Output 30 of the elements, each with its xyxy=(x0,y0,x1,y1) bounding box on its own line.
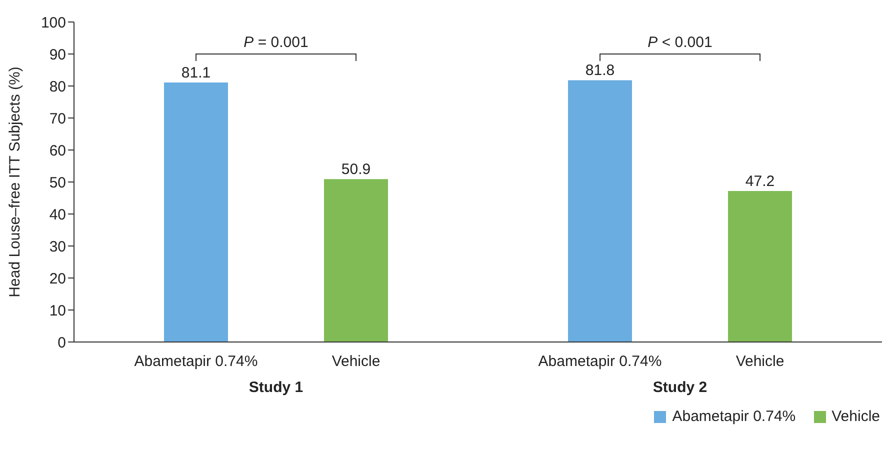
y-tick-label: 10 xyxy=(49,302,66,320)
y-axis-title: Head Louse–free ITT Subjects (%) xyxy=(6,66,24,298)
y-tick-label: 50 xyxy=(49,174,66,192)
data-label: 50.9 xyxy=(341,161,371,178)
data-label: 81.1 xyxy=(181,64,211,82)
legend-label: Abametapir 0.74% xyxy=(672,408,796,425)
bar xyxy=(164,82,228,342)
annotation: P < 0.001 xyxy=(648,34,712,51)
y-tick-label: 0 xyxy=(58,334,66,352)
y-tick-label: 20 xyxy=(49,270,66,288)
text: Vehicle xyxy=(332,353,380,370)
y-tick-label: 100 xyxy=(40,14,66,32)
y-tick-label: 90 xyxy=(49,46,66,64)
x-tick-label: Study 2 xyxy=(652,379,708,396)
legend-label: Vehicle xyxy=(832,408,880,425)
text: Abametapir 0.74% xyxy=(538,353,662,370)
y-tick-label: 30 xyxy=(49,238,66,256)
y-tick-label: 40 xyxy=(49,206,66,224)
y-tick-label: 80 xyxy=(49,78,66,96)
data-label: 47.2 xyxy=(745,172,775,190)
text: Vehicle xyxy=(736,353,784,370)
data-label: 81.8 xyxy=(585,62,615,80)
x-tick-label: Study 1 xyxy=(248,379,304,396)
text: Abametapir 0.74% xyxy=(134,353,258,370)
y-tick-label: 70 xyxy=(49,110,66,128)
annotation: P = 0.001 xyxy=(244,34,308,51)
bar xyxy=(728,190,792,342)
y-tick-label: 60 xyxy=(49,142,66,160)
bar xyxy=(568,80,632,342)
bar xyxy=(324,179,388,342)
